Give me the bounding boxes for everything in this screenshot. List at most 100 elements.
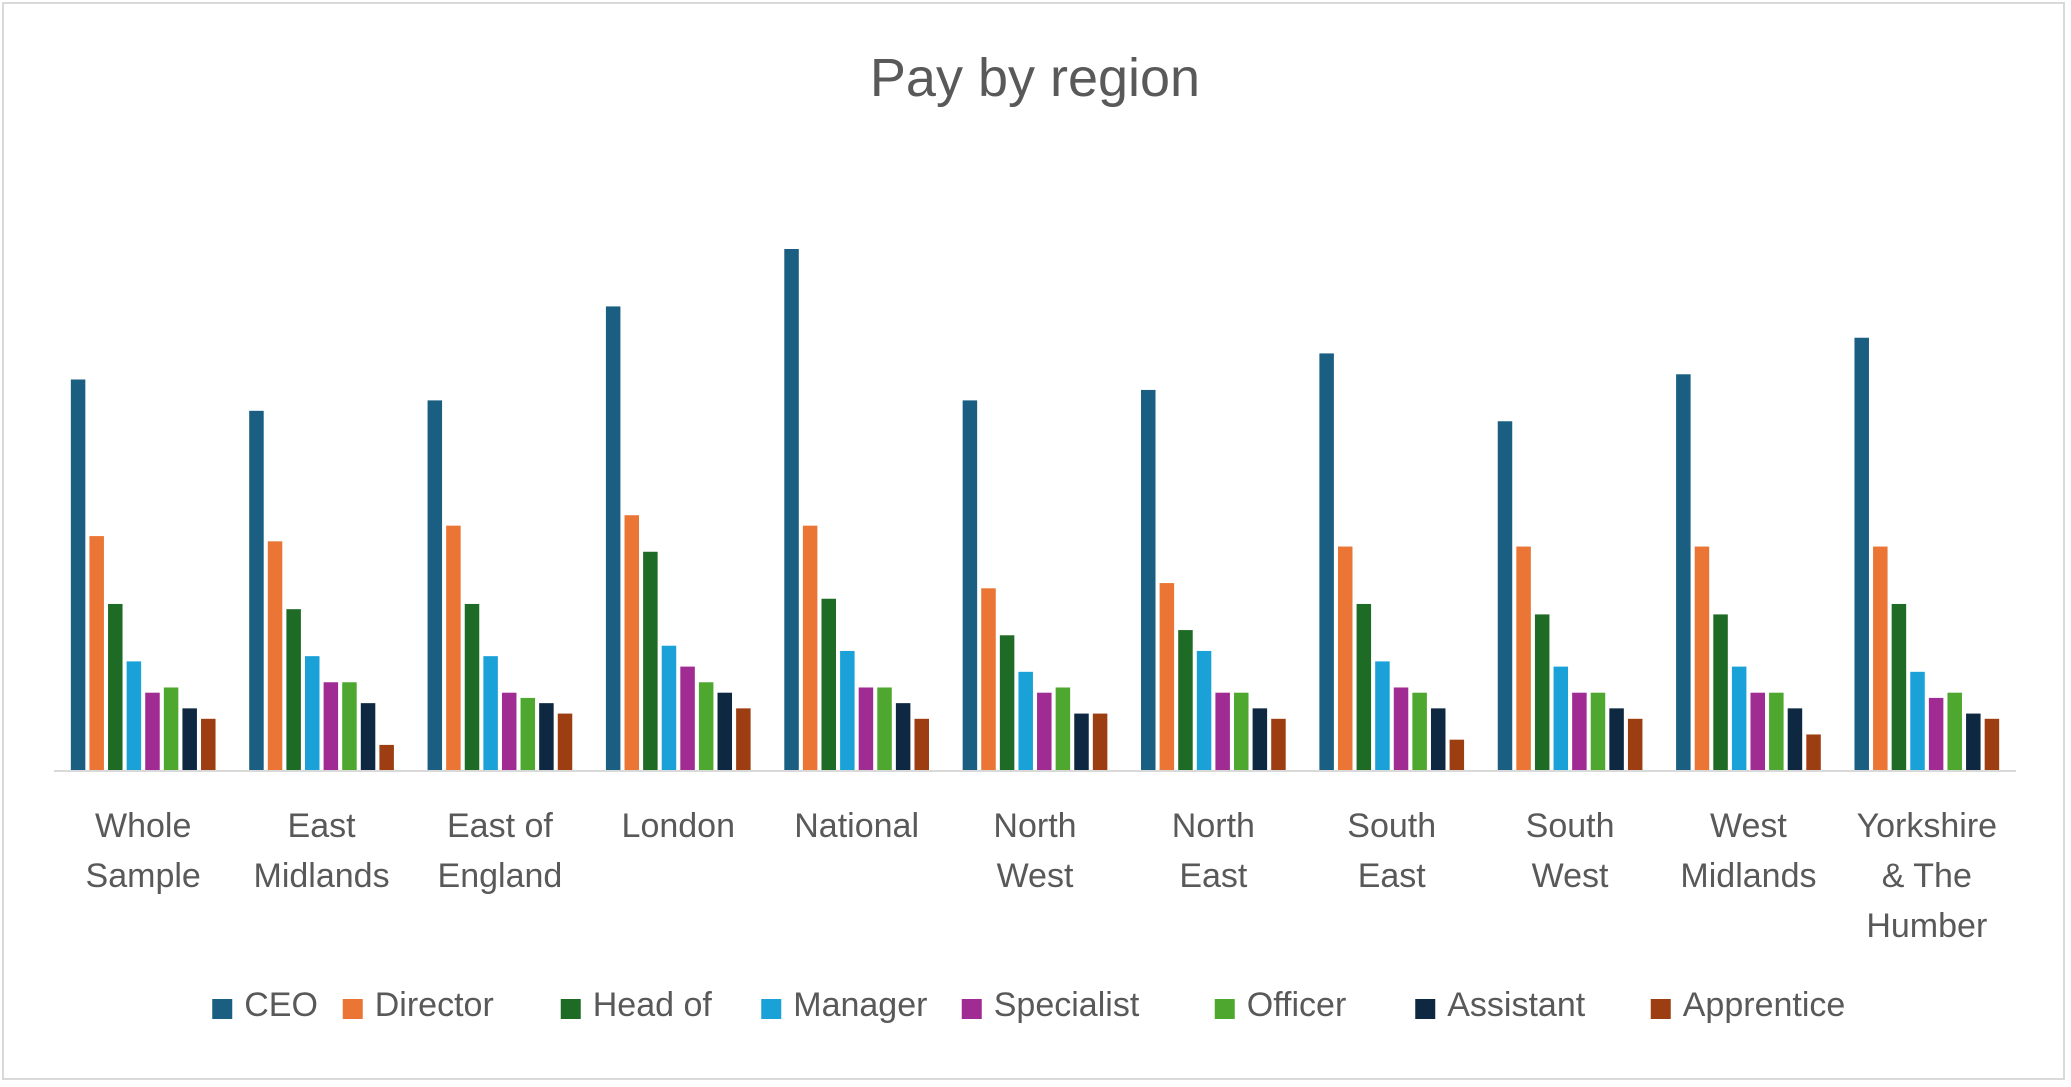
bar-ceo (1676, 374, 1691, 771)
x-tick-label: Whole Sample (86, 807, 201, 895)
bar-manager (840, 650, 855, 771)
bar-specialist (858, 687, 874, 771)
bar-officer (342, 682, 357, 771)
bars-group (70, 249, 2000, 771)
x-tick-label: West Midlands (1680, 807, 1816, 895)
bar-assistant (539, 703, 554, 771)
bar-officer (698, 682, 714, 771)
bar-specialist (680, 666, 695, 771)
bar-specialist (323, 682, 339, 771)
bar-apprentice (914, 718, 929, 771)
legend-label: Manager (793, 986, 927, 1024)
bar-director (802, 525, 818, 771)
bar-ceo (427, 400, 443, 771)
legend-label: Head of (593, 986, 713, 1024)
bar-specialist (1393, 687, 1409, 771)
bar-officer (520, 697, 536, 771)
x-tick-label: East Midlands (254, 807, 390, 895)
legend-item-ceo: CEO (212, 986, 318, 1024)
x-tick-label: North West (993, 807, 1076, 895)
bar-apprentice (1449, 739, 1465, 771)
bar-head-of (1178, 630, 1193, 771)
legend-label: Director (375, 986, 494, 1024)
bar-apprentice (201, 718, 216, 771)
x-tick-label: East of England (438, 807, 563, 895)
legend-swatch (1415, 999, 1436, 1019)
legend-item-assistant: Assistant (1415, 986, 1586, 1024)
bar-director (1873, 546, 1888, 771)
bar-assistant (1074, 713, 1089, 771)
bar-manager (1196, 650, 1212, 771)
bar-manager (483, 656, 498, 771)
bar-manager (1910, 671, 1925, 771)
bar-director (89, 536, 104, 771)
legend-item-specialist: Specialist (961, 986, 1140, 1024)
bar-officer (163, 687, 179, 771)
bar-officer (1412, 692, 1427, 771)
legend-label: Specialist (994, 986, 1140, 1024)
bar-apprentice (1806, 734, 1821, 771)
bar-head-of (1534, 614, 1550, 771)
bar-head-of (643, 551, 658, 771)
bar-director (1694, 546, 1710, 771)
bar-officer (877, 687, 892, 771)
bar-ceo (70, 379, 86, 771)
legend-item-officer: Officer (1214, 986, 1346, 1024)
bar-director (1516, 546, 1531, 771)
x-tick-label: National (794, 807, 919, 845)
bar-head-of (999, 635, 1015, 771)
bar-specialist (501, 692, 517, 771)
legend-swatch (212, 999, 233, 1019)
bar-assistant (717, 692, 733, 771)
x-tick-label: North East (1172, 807, 1255, 895)
bar-officer (1947, 692, 1962, 771)
bar-assistant (1787, 708, 1803, 771)
bar-apprentice (1271, 718, 1286, 771)
x-tick-label: London (622, 807, 735, 845)
legend: CEO Director Head of Manager Specialist Offic… (212, 986, 1845, 1024)
legend-item-head-of: Head of (560, 986, 713, 1024)
bar-assistant (1609, 708, 1624, 771)
bar-assistant (1430, 708, 1446, 771)
bar-assistant (360, 703, 376, 771)
bar-specialist (1928, 697, 1944, 771)
bar-director (446, 525, 461, 771)
bar-specialist (145, 692, 160, 771)
bar-head-of (1713, 614, 1728, 771)
bar-manager (661, 645, 677, 771)
bar-director (981, 588, 996, 771)
x-axis-labels: Whole Sample East Midlands East of England Lon… (86, 807, 1998, 945)
bar-apprentice (1627, 718, 1643, 771)
legend-item-apprentice: Apprentice (1650, 986, 1846, 1024)
bar-assistant (182, 708, 197, 771)
bar-director (267, 541, 283, 771)
legend-label: CEO (244, 986, 318, 1024)
bar-assistant (895, 703, 911, 771)
legend-swatch (342, 999, 363, 1019)
legend-label: Apprentice (1683, 986, 1846, 1024)
bar-specialist (1037, 692, 1052, 771)
bar-head-of (1356, 603, 1372, 771)
bar-apprentice (1984, 718, 2000, 771)
bar-ceo (249, 410, 264, 771)
legend-swatch (961, 999, 982, 1019)
legend-item-director: Director (342, 986, 494, 1024)
bar-chart: Pay by region Whole Sample East Midlands Eas… (54, 48, 2016, 1024)
bar-head-of (286, 609, 301, 771)
bar-apprentice (1092, 713, 1108, 771)
legend-swatch (560, 999, 581, 1019)
bar-apprentice (557, 713, 573, 771)
bar-head-of (464, 603, 480, 771)
bar-ceo (1141, 389, 1156, 771)
bar-head-of (821, 598, 836, 771)
x-tick-label: South West (1526, 807, 1615, 895)
legend-item-manager: Manager (761, 986, 927, 1024)
bar-ceo (1319, 353, 1334, 771)
legend-label: Assistant (1447, 986, 1585, 1024)
bar-ceo (1497, 421, 1513, 771)
bar-ceo (1854, 337, 1869, 771)
bar-officer (1769, 692, 1784, 771)
bar-manager (1731, 666, 1747, 771)
chart-title: Pay by region (870, 48, 1200, 108)
